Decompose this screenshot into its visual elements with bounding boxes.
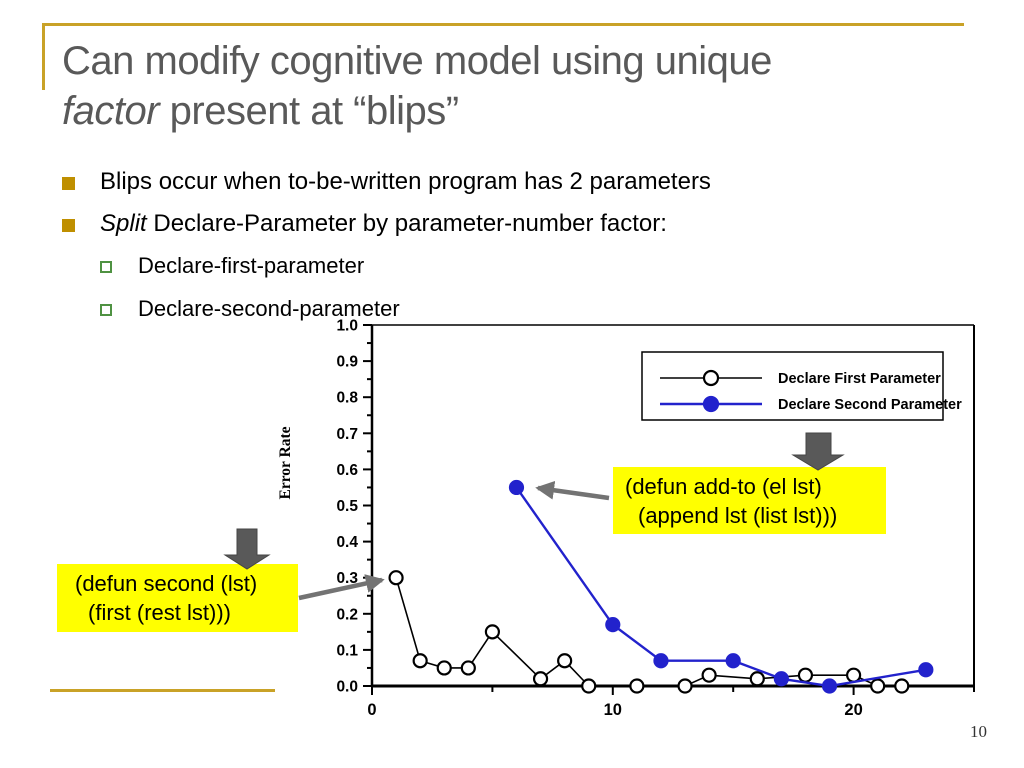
- data-point-marker: [845, 667, 862, 683]
- data-point-marker: [918, 662, 934, 678]
- legend-marker-icon: [702, 369, 720, 387]
- data-point-marker: [894, 678, 910, 694]
- y-tick-label: 0.5: [336, 498, 358, 515]
- data-point-marker: [484, 624, 500, 640]
- title-left-rule: [42, 23, 45, 90]
- y-tick-label: 0.8: [336, 390, 358, 407]
- legend-label: Declare Second Parameter: [778, 397, 962, 413]
- slide-title: Can modify cognitive model using unique …: [62, 36, 982, 136]
- sub-bullet-item-2: Declare-second-parameter: [138, 296, 400, 321]
- data-point-marker: [797, 667, 814, 683]
- data-point-marker: [821, 678, 838, 694]
- bullet-square-icon: [62, 177, 75, 190]
- data-point-marker: [436, 660, 452, 676]
- bullet-item-1: Blips occur when to-be-written program h…: [100, 168, 711, 195]
- data-point-marker: [557, 653, 573, 669]
- y-tick-label: 0.3: [336, 570, 358, 587]
- data-point-marker: [870, 678, 886, 694]
- y-tick-label: 0.0: [336, 679, 358, 696]
- sub-bullet-item-1: Declare-first-parameter: [138, 253, 365, 278]
- data-point-marker: [412, 653, 428, 669]
- bullet-square-icon: [62, 219, 75, 232]
- y-axis-title: Error Rate: [277, 426, 294, 499]
- y-tick-label: 0.9: [336, 354, 358, 371]
- x-axis: 0 10 20: [367, 686, 975, 719]
- series-declare-first: [388, 570, 910, 694]
- data-point-marker: [677, 678, 693, 694]
- y-tick-label: 0.1: [336, 642, 358, 659]
- y-tick-label: 0.2: [336, 606, 358, 623]
- callout-defun-add-to: (defun add-to (el lst) (append lst (list…: [613, 467, 886, 534]
- legend-marker-icon: [702, 395, 720, 413]
- y-tick-label: 0.6: [336, 462, 358, 479]
- down-block-arrow-icon: [223, 528, 271, 570]
- x-tick-label: 20: [844, 701, 862, 719]
- bullet-item-2: Split Declare-Parameter by parameter-num…: [100, 210, 667, 237]
- callout-line: (defun second (lst): [75, 571, 258, 596]
- y-axis: 0.0 0.1 0.2 0.3 0.4 0.5 0.6 0.7 0.8 0.9 1.0 Error R…: [277, 318, 372, 696]
- slide-title-line2: factor present at “blips”: [62, 89, 459, 133]
- sub-bullet-square-icon: [100, 261, 112, 273]
- callout-line: (first (rest lst))): [88, 600, 231, 625]
- data-point-marker: [460, 660, 476, 676]
- page-number: 10: [970, 722, 987, 741]
- data-point-marker: [388, 570, 404, 586]
- footer-rule: [50, 689, 275, 692]
- data-point-marker: [508, 479, 525, 496]
- y-tick-label: 0.4: [336, 534, 358, 551]
- x-tick-label: 10: [604, 701, 622, 719]
- error-rate-line-chart: 0.0 0.1 0.2 0.3 0.4 0.5 0.6 0.7 0.8 0.9 1.0 Error R…: [277, 318, 975, 719]
- data-point-marker: [749, 671, 765, 687]
- slide-title-line1: Can modify cognitive model using unique: [62, 39, 772, 83]
- data-point-marker: [532, 671, 549, 687]
- callout-line: (defun add-to (el lst): [625, 474, 822, 499]
- x-tick-label: 0: [367, 701, 376, 719]
- legend-label: Declare First Parameter: [778, 371, 941, 387]
- title-top-rule: [42, 23, 964, 26]
- data-point-marker: [605, 617, 621, 633]
- y-tick-label: 0.7: [336, 426, 358, 443]
- data-point-marker: [725, 653, 741, 669]
- series-declare-second: [508, 479, 934, 694]
- sub-bullet-square-icon: [100, 304, 112, 316]
- data-point-marker: [653, 653, 669, 669]
- data-point-marker: [773, 671, 789, 687]
- legend: Declare First Parameter Declare Second Pa…: [641, 351, 962, 421]
- data-point-marker: [701, 667, 717, 683]
- callout-line: (append lst (list lst))): [638, 503, 838, 528]
- y-tick-label: 1.0: [336, 318, 358, 335]
- data-point-marker: [581, 678, 597, 694]
- callout-defun-second: (defun second (lst) (first (rest lst))): [57, 564, 298, 632]
- data-point-marker: [629, 678, 645, 694]
